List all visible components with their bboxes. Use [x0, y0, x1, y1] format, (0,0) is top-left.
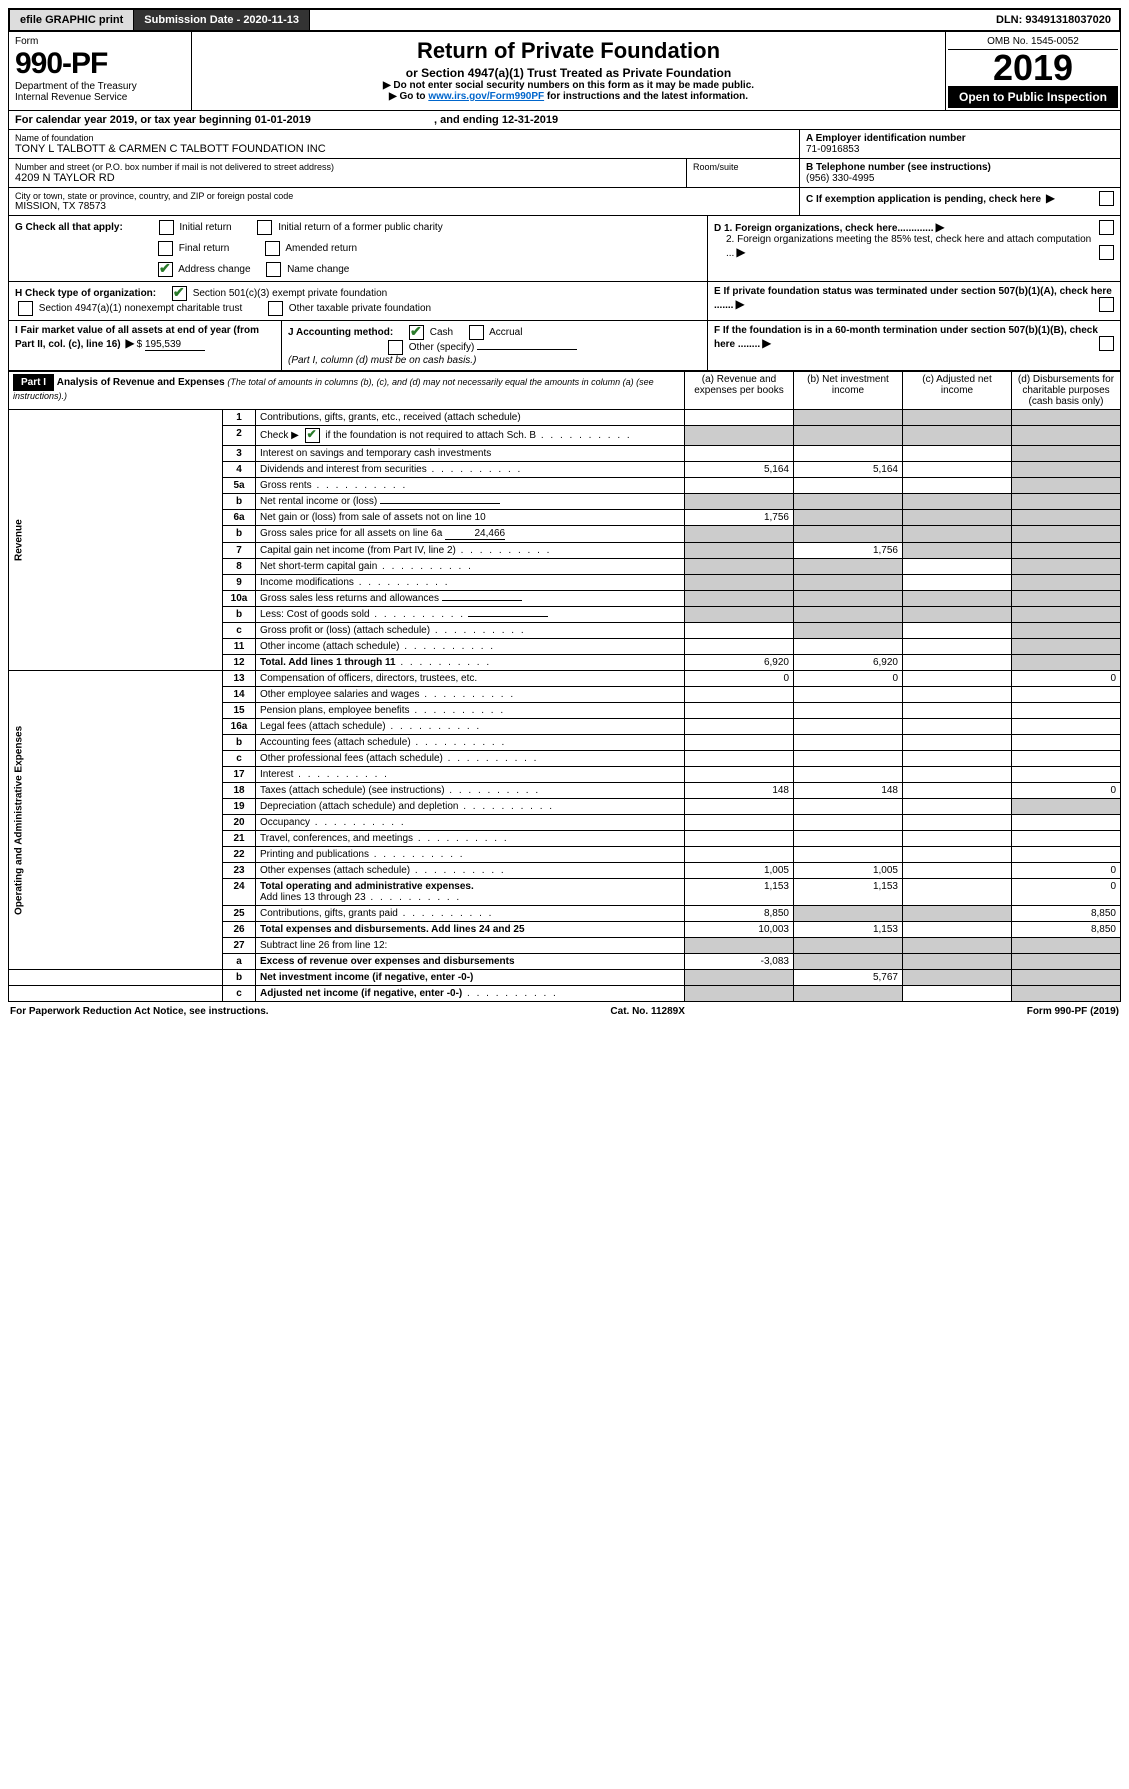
i-value: 195,539 [145, 339, 205, 351]
j-label: J Accounting method: [288, 327, 393, 338]
part1-table: Part I Analysis of Revenue and Expenses … [8, 371, 1121, 1002]
initial-former-checkbox[interactable] [257, 220, 272, 235]
j-note: (Part I, column (d) must be on cash basi… [288, 355, 701, 366]
top-bar: efile GRAPHIC print Submission Date - 20… [8, 8, 1121, 32]
form-subtitle: or Section 4947(a)(1) Trust Treated as P… [196, 66, 941, 80]
line-13: Compensation of officers, directors, tru… [256, 671, 685, 687]
name-label: Name of foundation [15, 133, 793, 143]
room-label: Room/suite [693, 162, 793, 172]
line-3: Interest on savings and temporary cash i… [256, 446, 685, 462]
part1-title: Analysis of Revenue and Expenses [57, 377, 225, 388]
d2-label: 2. Foreign organizations meeting the 85%… [726, 234, 1091, 259]
f-checkbox[interactable] [1099, 336, 1114, 351]
initial-checkbox[interactable] [159, 220, 174, 235]
col-a: (a) Revenue and expenses per books [685, 372, 794, 410]
j-cash-checkbox[interactable] [409, 325, 424, 340]
line-1: Contributions, gifts, grants, etc., rece… [256, 410, 685, 426]
name-change-checkbox[interactable] [266, 262, 281, 277]
h-label: H Check type of organization: [15, 288, 156, 299]
final-checkbox[interactable] [158, 241, 173, 256]
city: MISSION, TX 78573 [15, 201, 793, 212]
tax-year: 2019 [948, 50, 1118, 86]
note2: ▶ Go to www.irs.gov/Form990PF for instru… [196, 91, 941, 102]
g-label: G Check all that apply: [15, 222, 123, 233]
section-i-j-f: I Fair market value of all assets at end… [8, 321, 1121, 371]
part1-label: Part I [13, 374, 54, 391]
c-checkbox[interactable] [1099, 191, 1114, 206]
footer-left: For Paperwork Reduction Act Notice, see … [10, 1006, 269, 1017]
city-label: City or town, state or province, country… [15, 191, 793, 201]
i-label: I Fair market value of all assets at end… [15, 325, 259, 350]
address-checkbox[interactable] [158, 262, 173, 277]
expenses-label: Operating and Administrative Expenses [9, 671, 223, 970]
phone-label: B Telephone number (see instructions) [806, 162, 1114, 173]
foundation-name: TONY L TALBOTT & CARMEN C TALBOTT FOUNDA… [15, 143, 793, 155]
h-501c3-checkbox[interactable] [172, 286, 187, 301]
section-h-e: H Check type of organization: Section 50… [8, 282, 1121, 321]
j-other-checkbox[interactable] [388, 340, 403, 355]
j-accrual-checkbox[interactable] [469, 325, 484, 340]
e-checkbox[interactable] [1099, 297, 1114, 312]
e-label: E If private foundation status was termi… [714, 286, 1112, 311]
submission-date: Submission Date - 2020-11-13 [134, 10, 310, 30]
address: 4209 N TAYLOR RD [15, 172, 680, 184]
footer-center: Cat. No. 11289X [610, 1006, 684, 1017]
ein-label: A Employer identification number [806, 133, 1114, 144]
line2-checkbox[interactable] [305, 428, 320, 443]
phone: (956) 330-4995 [806, 173, 1114, 184]
calendar-year-row: For calendar year 2019, or tax year begi… [8, 111, 1121, 130]
open-inspection: Open to Public Inspection [948, 86, 1118, 108]
form-number: 990-PF [15, 47, 185, 81]
amended-checkbox[interactable] [265, 241, 280, 256]
footer-right: Form 990-PF (2019) [1027, 1006, 1119, 1017]
dln: DLN: 93491318037020 [988, 11, 1119, 29]
form-title: Return of Private Foundation [196, 38, 941, 64]
irs-link[interactable]: www.irs.gov/Form990PF [428, 91, 544, 102]
addr-label: Number and street (or P.O. box number if… [15, 162, 680, 172]
form-label: Form [15, 36, 185, 47]
c-label: C If exemption application is pending, c… [806, 194, 1041, 205]
irs: Internal Revenue Service [15, 92, 185, 103]
d2-checkbox[interactable] [1099, 245, 1114, 260]
col-d: (d) Disbursements for charitable purpose… [1012, 372, 1121, 410]
entity-info: Name of foundation TONY L TALBOTT & CARM… [8, 130, 1121, 216]
efile-button[interactable]: efile GRAPHIC print [10, 10, 134, 30]
note1: ▶ Do not enter social security numbers o… [196, 80, 941, 91]
ein: 71-0916853 [806, 144, 1114, 155]
col-b: (b) Net investment income [794, 372, 903, 410]
dept: Department of the Treasury [15, 81, 185, 92]
d1-checkbox[interactable] [1099, 220, 1114, 235]
d1-label: D 1. Foreign organizations, check here..… [714, 223, 934, 234]
h-4947-checkbox[interactable] [18, 301, 33, 316]
h-other-checkbox[interactable] [268, 301, 283, 316]
footer: For Paperwork Reduction Act Notice, see … [8, 1002, 1121, 1021]
line-6a: Net gain or (loss) from sale of assets n… [256, 510, 685, 526]
revenue-label: Revenue [9, 410, 223, 671]
form-header: Form 990-PF Department of the Treasury I… [8, 32, 1121, 111]
f-label: F If the foundation is in a 60-month ter… [714, 325, 1098, 350]
section-g-d: G Check all that apply: Initial return I… [8, 216, 1121, 282]
line-27: Subtract line 26 from line 12: [256, 938, 685, 954]
col-c: (c) Adjusted net income [903, 372, 1012, 410]
